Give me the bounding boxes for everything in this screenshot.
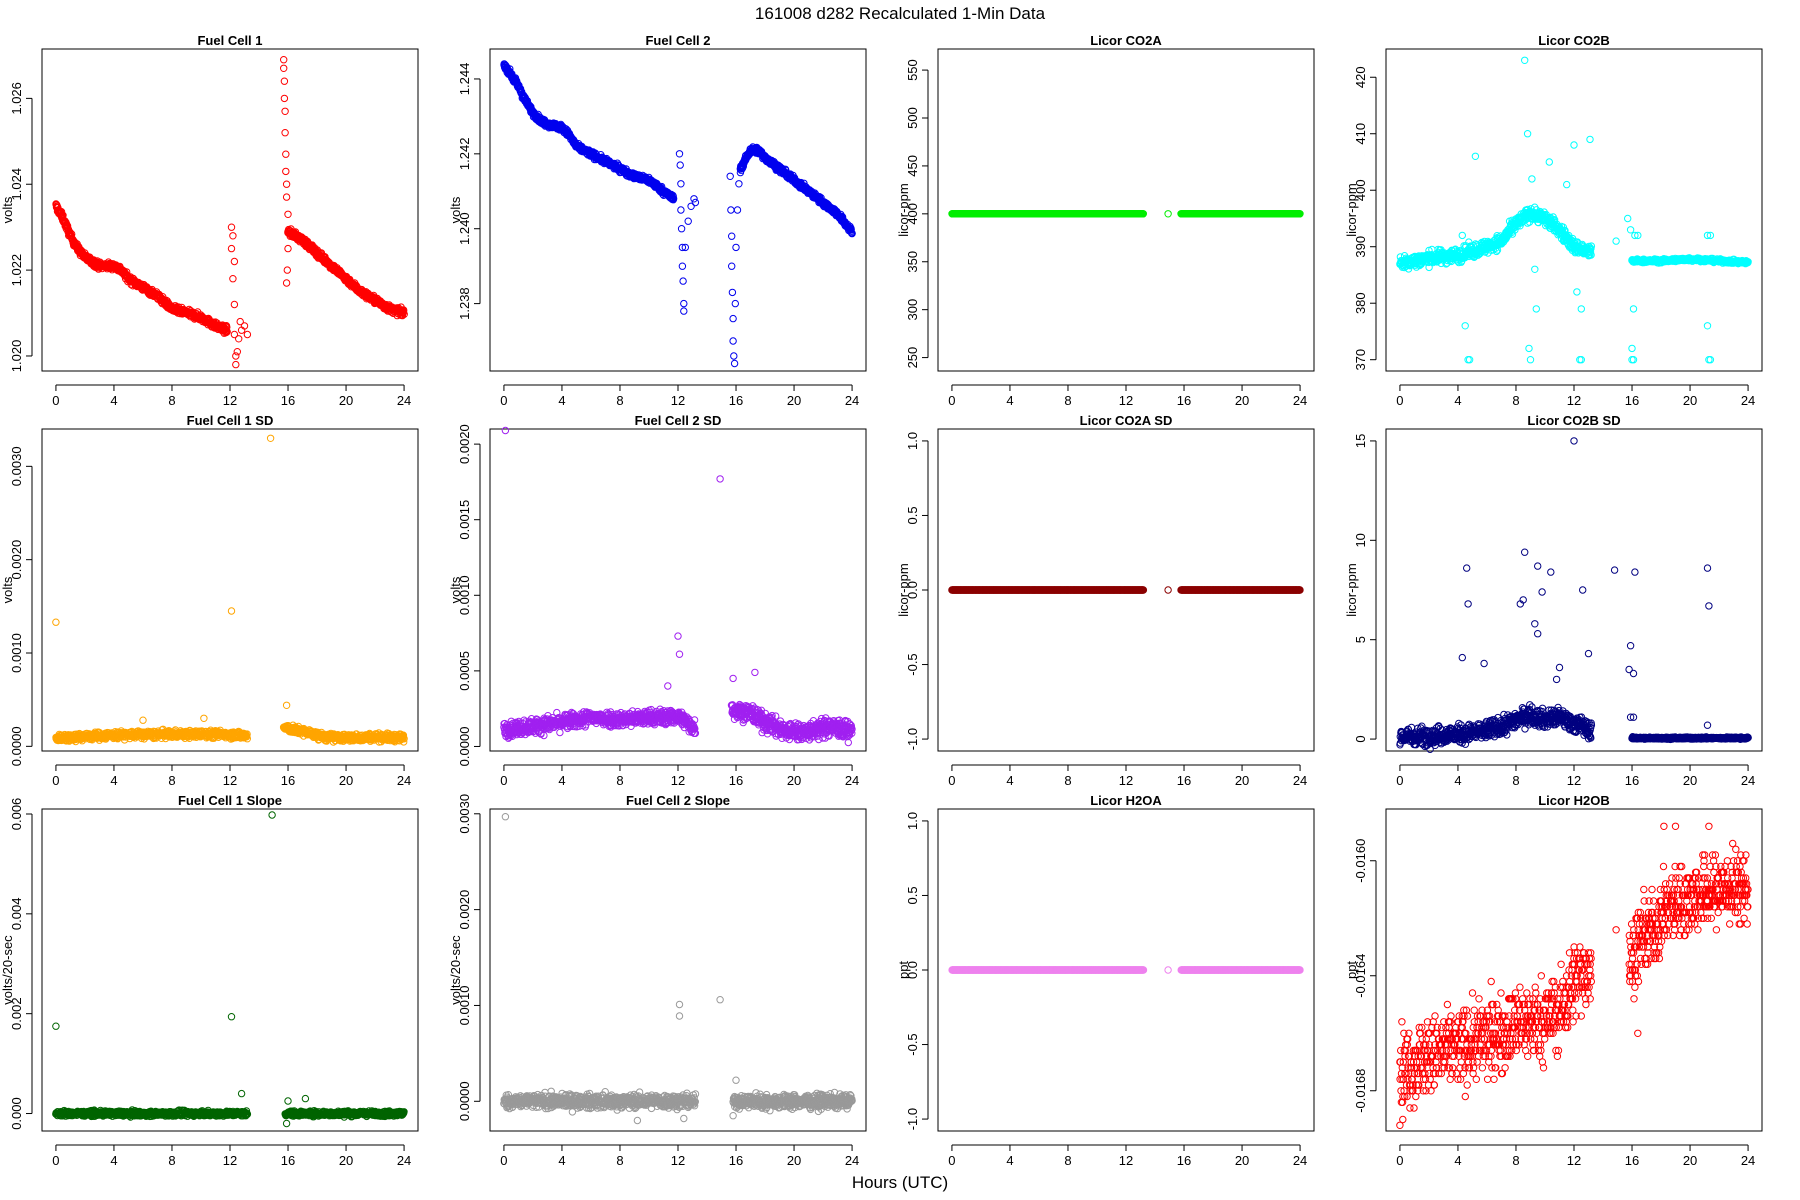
x-tick-label: 16 [729,393,743,408]
x-tick-label: 4 [1454,393,1461,408]
x-tick-label: 4 [110,773,117,788]
panel: Fuel Cell 1 volts 0 4 8 12 16 20 24 1.020 1.022 1.0… [0,33,419,408]
x-tick-label: 4 [110,393,117,408]
x-tick-label: 12 [671,393,685,408]
data-series [948,210,1304,218]
y-tick-label: 1.240 [457,212,472,245]
x-tick-label: 24 [397,773,411,788]
x-tick-label: 16 [281,773,295,788]
x-tick-label: 20 [339,773,353,788]
x-tick-label: 16 [1625,393,1639,408]
x-tick-label: 16 [1177,393,1191,408]
panel-title: Fuel Cell 1 [197,33,262,48]
y-tick-label: 0.0020 [9,540,24,580]
x-tick-label: 20 [787,393,801,408]
x-tick-label: 8 [1064,393,1071,408]
y-tick-label: 250 [905,347,920,369]
panels-container: Fuel Cell 1 volts 0 4 8 12 16 20 24 1.020 1.022 1.0… [0,33,1763,1168]
data-point [223,323,231,331]
y-tick-label: 400 [1353,179,1368,201]
x-tick-label: 0 [500,393,507,408]
x-tick-label: 20 [339,393,353,408]
figure-title: 161008 d282 Recalculated 1-Min Data [755,4,1046,23]
y-tick-label: 350 [905,251,920,273]
data-point [398,311,407,320]
x-tick-label: 20 [1683,393,1697,408]
x-tick-label: 8 [616,393,623,408]
y-tick-label: 1.022 [9,254,24,287]
y-tick-label: 0.0030 [9,446,24,486]
data-series [52,56,408,369]
x-tick-label: 12 [1119,393,1133,408]
x-tick-label: 0 [52,393,59,408]
y-tick-label: 420 [1353,66,1368,88]
plot-frame [41,48,419,372]
panel-title: Licor CO2B [1538,33,1610,48]
panel-title: Licor CO2A [1090,33,1162,48]
y-tick-label: 0.0010 [9,633,24,673]
x-tick-label: 0 [1396,393,1403,408]
y-tick-label: 370 [1353,349,1368,371]
y-axis-label: volts [0,196,15,223]
y-tick-label: 1.024 [9,168,24,201]
y-tick-label: 380 [1353,292,1368,314]
x-tick-label: 24 [1293,393,1307,408]
y-tick-label: 450 [905,155,920,177]
x-tick-label: 24 [1741,393,1755,408]
y-tick-label: 1.242 [457,138,472,171]
y-tick-label: 500 [905,107,920,129]
x-tick-label: 0 [948,393,955,408]
x-tick-label: 4 [558,393,565,408]
y-tick-label: 400 [905,203,920,225]
x-tick-label: 8 [1512,393,1519,408]
x-tick-label: 12 [223,393,237,408]
y-tick-label: 1.020 [9,340,24,373]
y-tick-label: 1.244 [457,63,472,96]
y-tick-label: 550 [905,59,920,81]
x-tick-label: 8 [168,393,175,408]
x-tick-label: 0 [52,773,59,788]
data-point [223,327,231,336]
x-tick-label: 8 [168,773,175,788]
x-tick-label: 12 [223,773,237,788]
x-axis-label: Hours (UTC) [852,1173,948,1192]
y-tick-label: 300 [905,299,920,321]
y-tick-label: 1.026 [9,82,24,115]
panel-title: Fuel Cell 1 SD [187,413,274,428]
data-point [222,328,231,336]
x-tick-label: 4 [1006,393,1013,408]
x-tick-label: 24 [397,393,411,408]
y-tick-label: 0.0000 [9,726,24,766]
x-tick-label: 24 [845,393,859,408]
data-point [63,222,72,230]
y-tick-label: 1.238 [457,287,472,320]
x-tick-label: 20 [1235,393,1249,408]
y-tick-label: 390 [1353,236,1368,258]
y-tick-label: 410 [1353,123,1368,145]
panel-title: Fuel Cell 2 [645,33,710,48]
x-tick-label: 12 [1567,393,1581,408]
x-tick-label: 16 [281,393,295,408]
